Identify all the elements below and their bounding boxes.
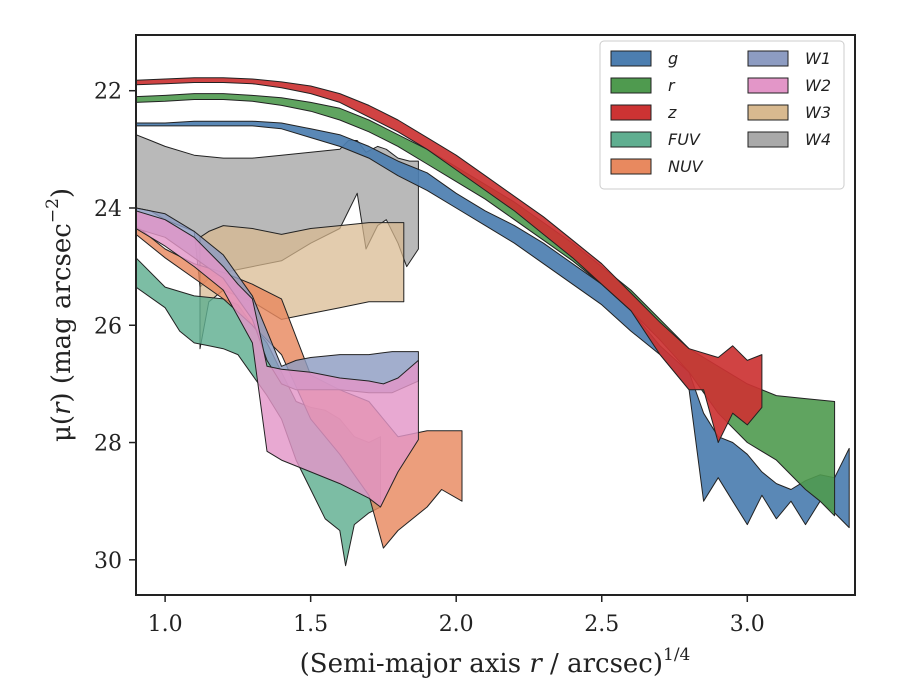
legend-swatch xyxy=(610,50,652,67)
legend-swatch xyxy=(747,50,789,67)
legend-label: W4 xyxy=(805,130,831,149)
legend-label: g xyxy=(668,49,678,68)
legend-label: z xyxy=(667,103,677,122)
y-axis-label: μ(r) (mag arcsec−2) xyxy=(43,188,77,442)
band-g xyxy=(136,120,850,529)
legend-label: NUV xyxy=(668,157,704,176)
legend-swatch xyxy=(610,104,652,121)
plot-frame xyxy=(135,34,856,596)
legend-item-w4: W4 xyxy=(747,130,831,149)
x-tick-label: 1.5 xyxy=(293,612,328,637)
band-r xyxy=(136,93,836,517)
legend-item-w1: W1 xyxy=(747,49,831,68)
y-tick-label: 22 xyxy=(94,80,122,105)
legend-swatch xyxy=(610,77,652,94)
legend-item-fuv: FUV xyxy=(610,130,701,149)
legend: grz FUV NUV W1 W2 W3 W4 xyxy=(599,40,845,190)
x-tick-label: 1.0 xyxy=(148,612,183,637)
band-z xyxy=(136,77,763,443)
legend-item-g: g xyxy=(610,49,678,68)
legend-item-w3: W3 xyxy=(747,103,831,122)
x-tick-label: 3.0 xyxy=(730,612,765,637)
legend-swatch xyxy=(747,104,789,121)
legend-item-w2: W2 xyxy=(747,76,831,95)
x-axis-label: (Semi-major axis r / arcsec)1/4 xyxy=(300,645,691,679)
legend-label: W3 xyxy=(805,103,831,122)
legend-label: r xyxy=(668,76,676,95)
legend-item-r: r xyxy=(610,76,676,95)
y-axis-ticks: 22 24 26 28 30 xyxy=(94,80,136,574)
y-tick-label: 30 xyxy=(94,549,122,574)
legend-swatch xyxy=(610,131,652,148)
legend-item-nuv: NUV xyxy=(610,157,704,176)
legend-label: W1 xyxy=(805,49,831,68)
y-tick-label: 28 xyxy=(94,432,122,457)
legend-swatch xyxy=(610,158,652,175)
band-w2 xyxy=(136,210,419,508)
legend-item-z: z xyxy=(610,103,677,122)
legend-label: W2 xyxy=(805,76,831,95)
y-tick-label: 24 xyxy=(94,197,122,222)
x-axis-ticks: 1.0 1.5 2.0 2.5 3.0 xyxy=(148,595,765,637)
legend-swatch xyxy=(747,131,789,148)
x-tick-label: 2.5 xyxy=(584,612,619,637)
profile-bands xyxy=(136,77,850,567)
legend-label: FUV xyxy=(668,130,701,149)
x-tick-label: 2.0 xyxy=(439,612,474,637)
y-tick-label: 26 xyxy=(94,314,122,339)
legend-swatch xyxy=(747,77,789,94)
